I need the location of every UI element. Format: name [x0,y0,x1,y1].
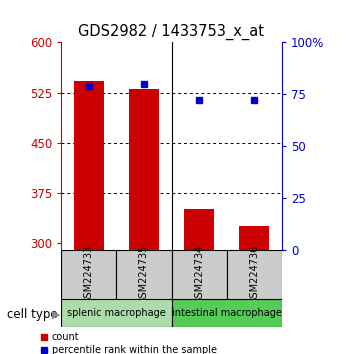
Bar [227,250,282,299]
Title: GDS2982 / 1433753_x_at: GDS2982 / 1433753_x_at [78,23,265,40]
Bar [172,250,227,299]
Text: cell type: cell type [7,308,58,321]
Text: GSM224734: GSM224734 [194,245,204,304]
Bar [184,210,214,250]
Text: GSM224733: GSM224733 [84,245,94,304]
Bar [74,81,104,250]
Text: GSM224736: GSM224736 [249,245,259,304]
Bar [116,250,172,299]
Text: GSM224735: GSM224735 [139,245,149,304]
Legend: count, percentile rank within the sample: count, percentile rank within the sample [40,332,217,354]
Bar [61,299,172,327]
Bar [129,89,159,250]
Bar [61,250,116,299]
Text: splenic macrophage: splenic macrophage [67,308,166,318]
Text: ▶: ▶ [52,310,60,320]
Bar [239,226,270,250]
Text: intestinal macrophage: intestinal macrophage [172,308,281,318]
Bar [172,299,282,327]
